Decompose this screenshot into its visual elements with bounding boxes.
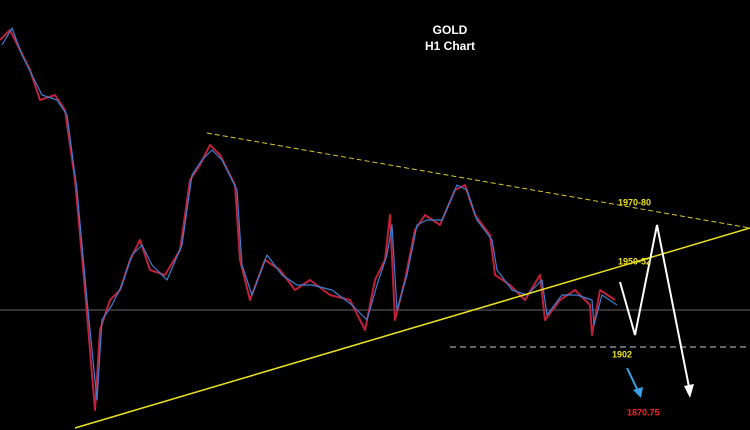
price-path [0,29,616,411]
subtitle: H1 Chart [425,39,475,53]
title: GOLD [433,23,468,37]
annotation: 1902 [612,349,632,359]
support-trendline [74,227,750,429]
projection-path [619,224,691,393]
projection-arrowhead [684,384,694,398]
down-arrowhead [633,387,643,398]
annotation: 1950-52 [618,256,651,266]
annotation: 1970-80 [618,197,651,207]
annotation: 1870.75 [627,407,660,417]
resistance-line [206,132,750,229]
price-path-alt [1,27,618,401]
